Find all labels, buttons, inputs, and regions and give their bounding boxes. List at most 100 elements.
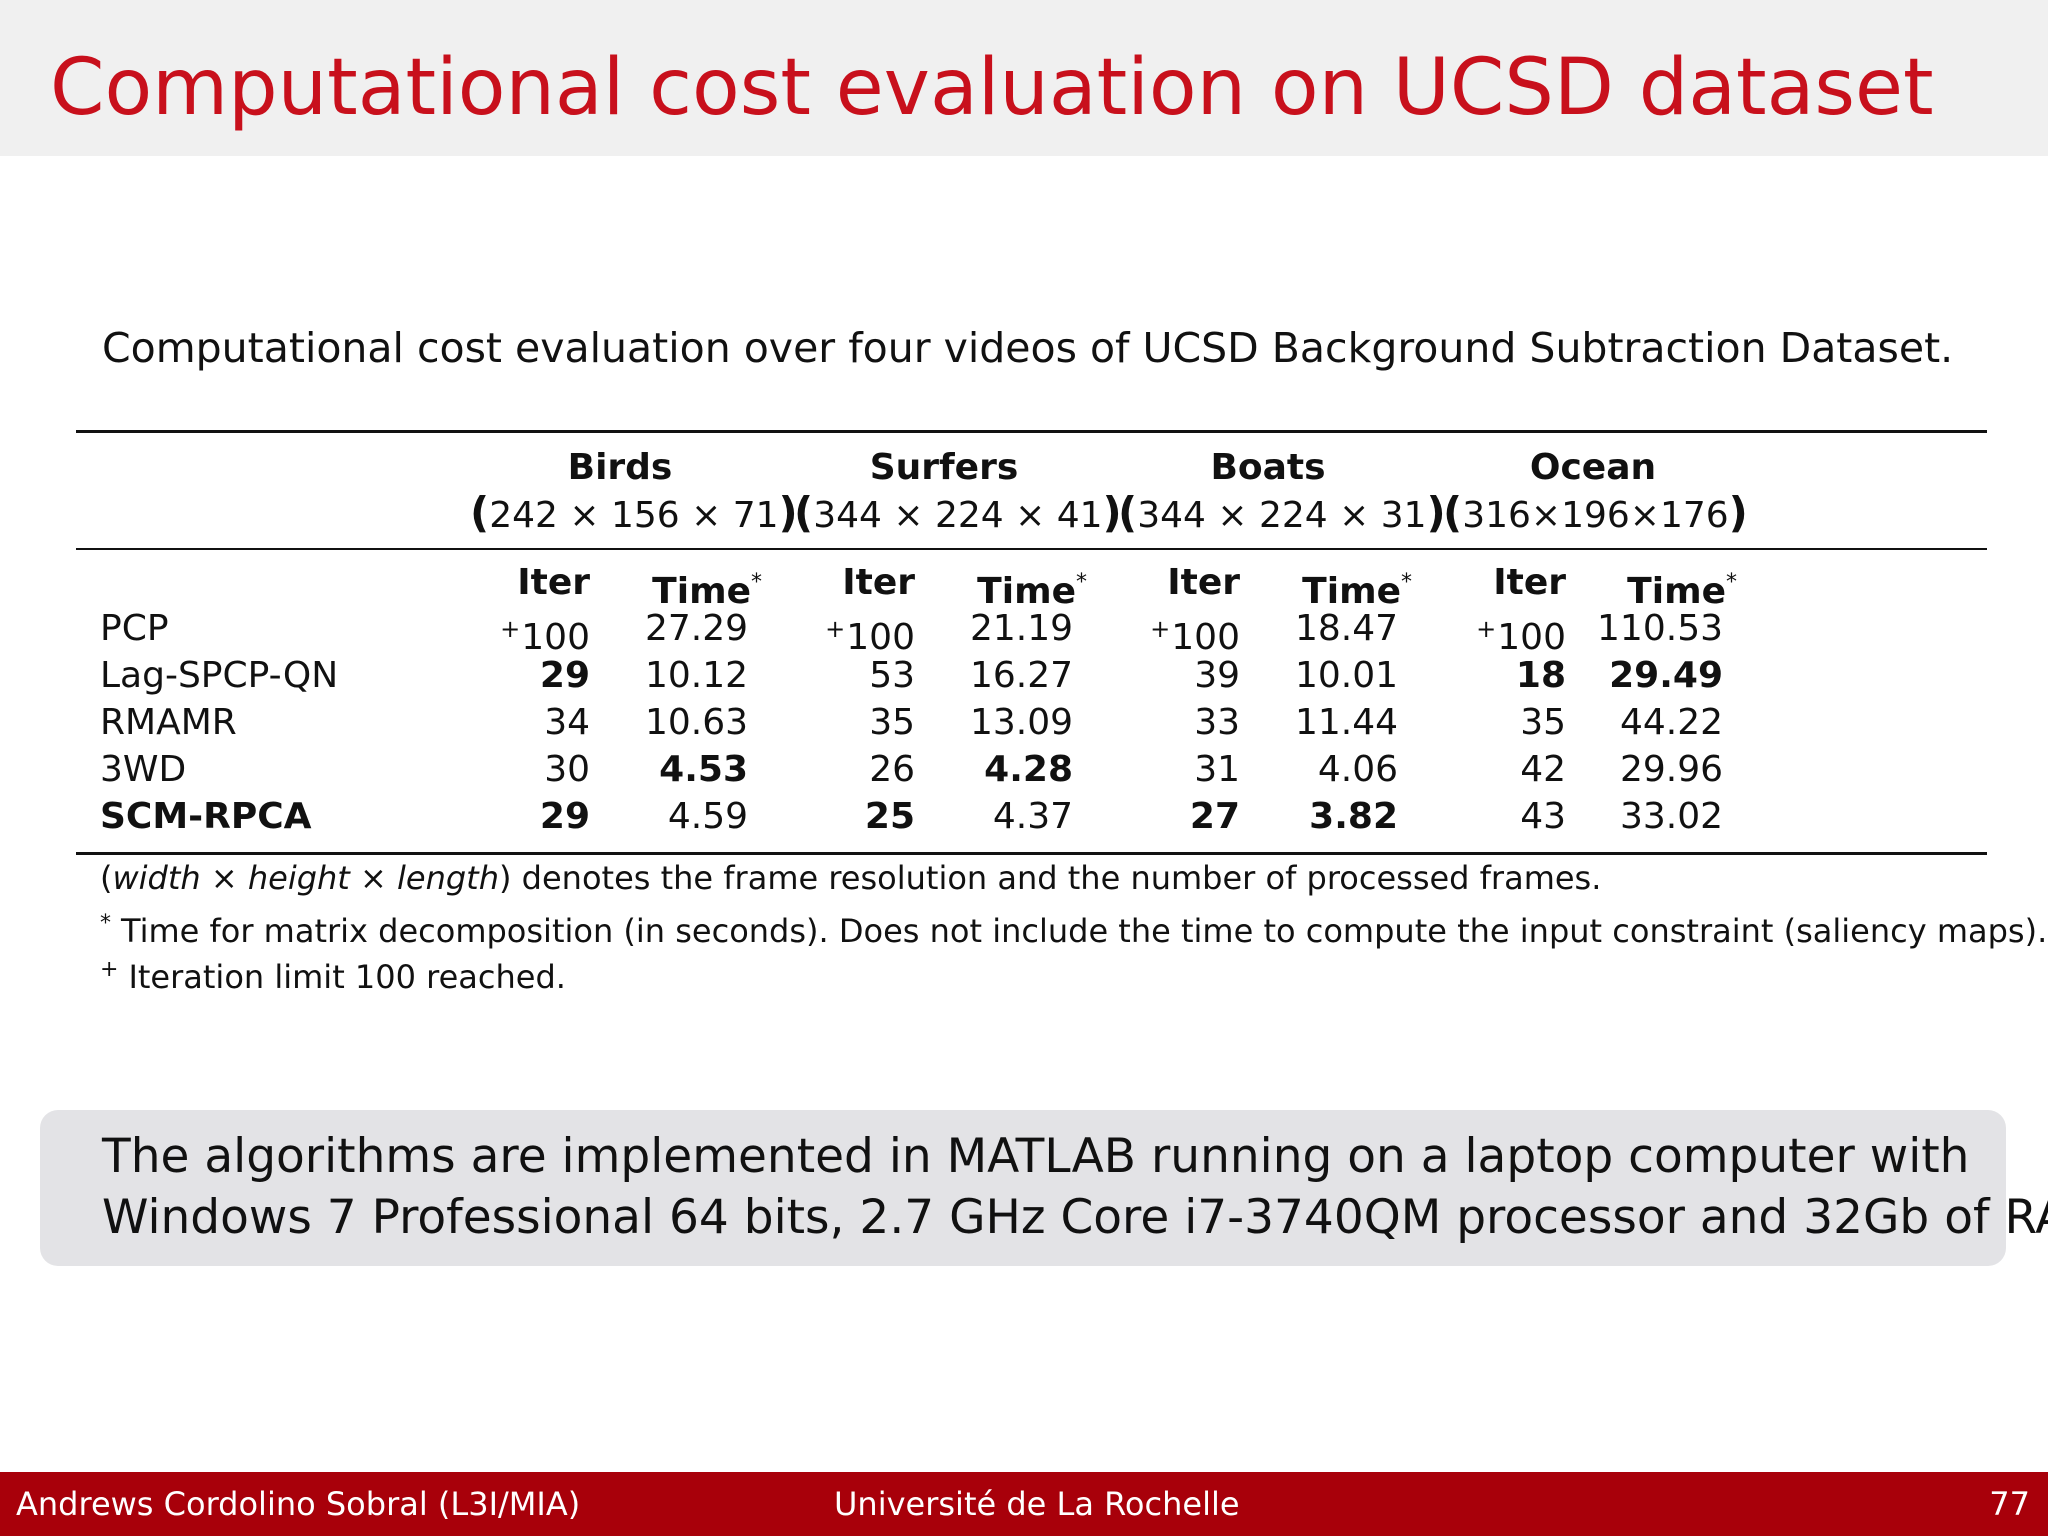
dims-note-text: denotes the frame resolution and the num… xyxy=(521,859,1602,897)
time-cell: 29.96 xyxy=(1619,749,1723,790)
time-cell: 4.53 xyxy=(659,749,748,790)
iter-value: 42 xyxy=(1520,749,1566,790)
time-cell: 3.82 xyxy=(1309,796,1398,837)
iter-value: 35 xyxy=(1520,702,1566,743)
time-cell: 4.06 xyxy=(1317,749,1398,790)
iter-cell: 27 xyxy=(1040,794,1240,840)
iter-cell: +100 xyxy=(1040,606,1240,661)
time-column-header: Time* xyxy=(1212,560,1412,615)
dims-open-paren: ( xyxy=(1443,488,1463,537)
iter-note-symbol: + xyxy=(100,957,119,982)
footer-bar: Andrews Cordolino Sobral (L3I/MIA) Unive… xyxy=(0,1472,2048,1536)
time-header-mark: * xyxy=(1076,570,1087,595)
time-header-label: Time xyxy=(1302,571,1401,612)
time-cell: 29.49 xyxy=(1609,655,1723,696)
iter-value: 100 xyxy=(1497,617,1566,658)
dataset-dimensions: (344 × 224 × 31) xyxy=(1118,490,1446,539)
dataset-dimensions: (316×196×176) xyxy=(1443,488,1748,539)
iter-value: 27 xyxy=(1189,796,1240,837)
table-top-rule xyxy=(76,430,1987,433)
iter-note: + Iteration limit 100 reached. xyxy=(100,948,566,999)
time-header-label: Time xyxy=(652,571,751,612)
method-label: Lag-SPCP-QN xyxy=(100,655,339,696)
iter-value: 29 xyxy=(539,655,590,696)
dataset-name: Boats xyxy=(1210,447,1326,488)
time-note-text: Time for matrix decomposition (in second… xyxy=(121,912,2048,950)
iter-value: 39 xyxy=(1194,655,1240,696)
time-column-header: Time* xyxy=(562,560,762,615)
iter-value: 43 xyxy=(1520,796,1566,837)
dataset-dimensions: (242 × 156 × 71) xyxy=(470,490,798,539)
iter-cell: 30 xyxy=(390,747,590,793)
iter-column-header: Iter xyxy=(1493,562,1566,603)
dims-close-paren: ) xyxy=(778,488,798,537)
iter-value: 100 xyxy=(521,617,590,658)
iter-cell: 39 xyxy=(1040,653,1240,699)
time-cell: 44.22 xyxy=(1619,702,1723,743)
iter-cell: 33 xyxy=(1040,700,1240,746)
iter-value: 100 xyxy=(846,617,915,658)
iter-value: 30 xyxy=(544,749,590,790)
time-column-header: Time* xyxy=(1537,560,1737,615)
iter-cell: 35 xyxy=(715,700,915,746)
iter-value: 25 xyxy=(864,796,915,837)
iter-cell: 29 xyxy=(390,794,590,840)
dims-note: (width × height × length) denotes the fr… xyxy=(100,859,1602,897)
method-label: PCP xyxy=(100,608,169,649)
dims-close-paren: ) xyxy=(1102,488,1122,537)
table-caption: Computational cost evaluation over four … xyxy=(102,324,1954,372)
iteration-limit-mark: + xyxy=(1476,615,1497,643)
iter-cell: 42 xyxy=(1366,747,1566,793)
time-header-mark: * xyxy=(1726,570,1737,595)
time-header-label: Time xyxy=(977,571,1076,612)
iter-cell: 35 xyxy=(1366,700,1566,746)
time-cell: 10.01 xyxy=(1294,655,1398,696)
iteration-limit-mark: + xyxy=(1150,615,1171,643)
iter-value: 31 xyxy=(1194,749,1240,790)
time-cell: 13.09 xyxy=(969,702,1073,743)
footer-institution: Université de La Rochelle xyxy=(834,1485,1240,1523)
time-cell: 10.12 xyxy=(644,655,748,696)
iteration-limit-mark: + xyxy=(825,615,846,643)
iter-cell: 18 xyxy=(1366,653,1566,699)
time-header-label: Time xyxy=(1627,571,1726,612)
dataset-name: Ocean xyxy=(1529,447,1657,488)
time-cell: 110.53 xyxy=(1597,608,1723,649)
dataset-name: Birds xyxy=(567,447,673,488)
dataset-name: Surfers xyxy=(869,447,1019,488)
dims-value: 344 × 224 × 41 xyxy=(813,495,1103,536)
footer-page-number: 77 xyxy=(1989,1485,2030,1523)
dims-value: 242 × 156 × 71 xyxy=(489,495,779,536)
iter-cell: 43 xyxy=(1366,794,1566,840)
iter-cell: +100 xyxy=(1366,606,1566,661)
time-cell: 21.19 xyxy=(969,608,1073,649)
iter-column-header: Iter xyxy=(1167,562,1240,603)
dims-note-width: width xyxy=(112,859,201,897)
time-header-mark: * xyxy=(751,570,762,595)
dataset-dimensions: (344 × 224 × 41) xyxy=(794,488,1122,539)
dims-open-paren: ( xyxy=(794,488,814,537)
time-cell: 4.37 xyxy=(992,796,1073,837)
dims-close-paren: ) xyxy=(1728,488,1748,537)
time-note: * Time for matrix decomposition (in secon… xyxy=(100,902,2047,953)
dims-close-paren: ) xyxy=(1426,488,1446,537)
slide-title: Computational cost evaluation on UCSD da… xyxy=(50,43,1934,133)
time-cell: 4.28 xyxy=(984,749,1073,790)
time-cell: 27.29 xyxy=(644,608,748,649)
time-header-mark: * xyxy=(1401,570,1412,595)
time-column-header: Time* xyxy=(887,560,1087,615)
table-bottom-rule xyxy=(76,852,1987,855)
iter-value: 100 xyxy=(1171,617,1240,658)
iteration-limit-mark: + xyxy=(500,615,521,643)
time-cell: 16.27 xyxy=(969,655,1073,696)
table-mid-rule xyxy=(76,548,1987,550)
iter-value: 35 xyxy=(869,702,915,743)
iter-cell: +100 xyxy=(390,606,590,661)
iter-value: 29 xyxy=(539,796,590,837)
title-bar: Computational cost evaluation on UCSD da… xyxy=(0,0,2048,156)
iter-note-text: Iteration limit 100 reached. xyxy=(128,958,566,996)
dims-value: 316×196×176 xyxy=(1462,495,1729,536)
method-label: RMAMR xyxy=(100,702,237,743)
iter-cell: 34 xyxy=(390,700,590,746)
iter-value: 33 xyxy=(1194,702,1240,743)
